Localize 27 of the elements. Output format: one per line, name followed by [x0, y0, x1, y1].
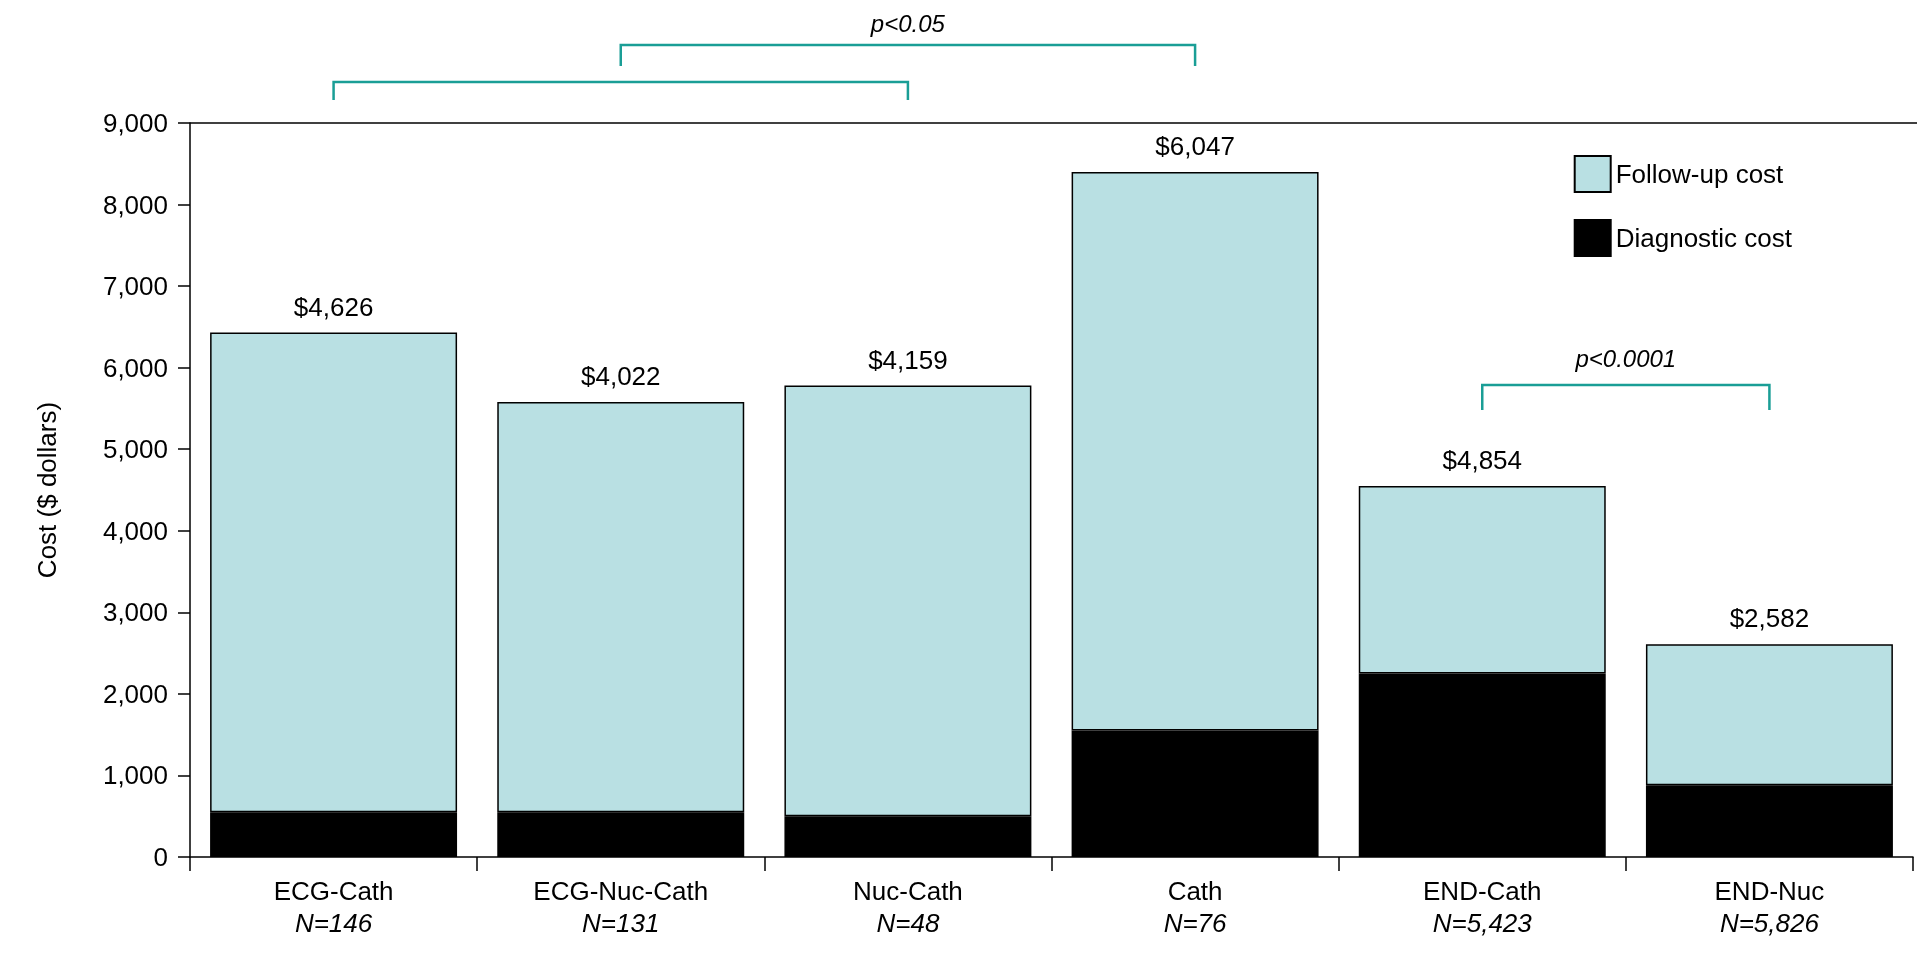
- x-tick-label: ECG-Nuc-Cath N=131: [533, 876, 709, 938]
- y-tick-label: 4,000: [102, 515, 168, 546]
- annotation: $2,582: [1729, 603, 1810, 635]
- annotation: $6,047: [1155, 130, 1235, 162]
- y-tick-label: 8,000: [102, 189, 168, 220]
- legend-label: Diagnostic cost: [1615, 223, 1793, 253]
- x-tick-label: Cath N=76: [1163, 876, 1228, 938]
- y-tick-label: 1,000: [102, 760, 168, 791]
- x-tick-label: END-Nuc N=5,826: [1714, 876, 1825, 938]
- annotation: p<0.0001: [1575, 345, 1677, 373]
- text: p<0.05: [870, 10, 945, 38]
- x-tick-label: Nuc-Cath N=48: [853, 876, 963, 938]
- x-tick-label: END-Cath N=5,423: [1423, 876, 1542, 938]
- y-tick-label: 6,000: [102, 352, 168, 383]
- annotation: $4,159: [868, 344, 948, 376]
- y-tick-label: 5,000: [102, 434, 168, 465]
- y-axis-title: Cost ($ dollars): [32, 401, 62, 579]
- y-tick-label: 0: [153, 842, 168, 872]
- y-tick-label: 7,000: [102, 271, 168, 302]
- annotation: $4,854: [1442, 444, 1523, 476]
- x-tick-label: ECG-Cath N=146: [273, 876, 394, 938]
- y-tick-label: 3,000: [102, 597, 168, 628]
- y-tick-label: 9,000: [102, 108, 168, 138]
- legend-label: Follow-up cost: [1615, 159, 1785, 189]
- y-tick-label: 2,000: [102, 678, 168, 709]
- annotation: $4,022: [580, 360, 661, 392]
- annotation: $4,626: [293, 291, 374, 323]
